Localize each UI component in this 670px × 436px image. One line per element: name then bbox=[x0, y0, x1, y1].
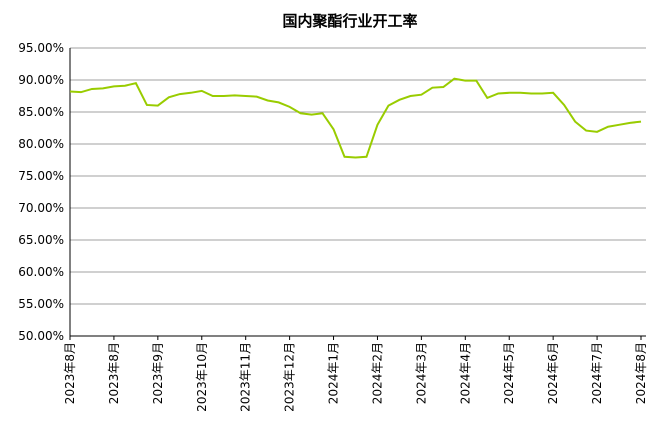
x-tick-label: 2023年12月 bbox=[283, 342, 297, 412]
y-tick-label: 70.00% bbox=[18, 201, 64, 215]
x-tick-label: 2023年8月 bbox=[63, 342, 77, 404]
y-tick-label: 85.00% bbox=[18, 105, 64, 119]
line-series bbox=[69, 77, 642, 159]
y-tick-label: 50.00% bbox=[18, 329, 64, 343]
y-tick-label: 95.00% bbox=[18, 41, 64, 55]
x-tick-label: 2024年6月 bbox=[546, 342, 560, 404]
y-tick-label: 55.00% bbox=[18, 297, 64, 311]
x-tick-label: 2024年1月 bbox=[327, 342, 341, 404]
x-tick-label: 2023年11月 bbox=[239, 342, 253, 412]
y-tick-label: 65.00% bbox=[18, 233, 64, 247]
x-tick-label: 2024年5月 bbox=[502, 342, 516, 404]
x-tick-label: 2024年3月 bbox=[414, 342, 428, 404]
x-tick-label: 2024年7月 bbox=[590, 342, 604, 404]
chart-title: 国内聚酯行业开工率 bbox=[282, 12, 417, 30]
y-tick-label: 60.00% bbox=[18, 265, 64, 279]
x-tick-label: 2023年9月 bbox=[151, 342, 165, 404]
x-tick-label: 2024年2月 bbox=[370, 342, 384, 404]
x-tick-label: 2023年8月 bbox=[107, 342, 121, 404]
x-tick-label: 2023年10月 bbox=[195, 342, 209, 412]
y-tick-label: 90.00% bbox=[18, 73, 64, 87]
x-tick-label: 2024年8月 bbox=[634, 342, 648, 404]
y-tick-label: 75.00% bbox=[18, 169, 64, 183]
x-tick-label: 2024年4月 bbox=[458, 342, 472, 404]
y-tick-label: 80.00% bbox=[18, 137, 64, 151]
